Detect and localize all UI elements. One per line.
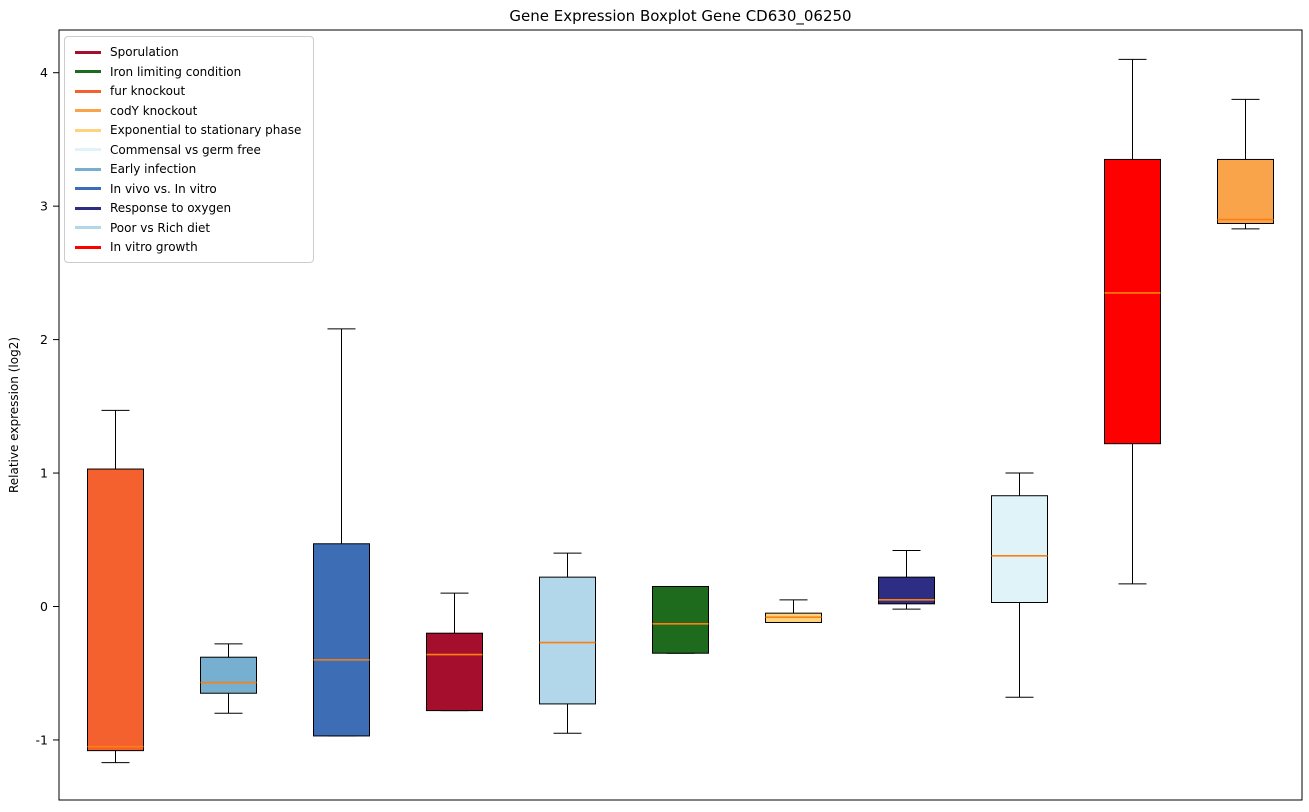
box-7 — [878, 549, 935, 610]
box-10 — [1217, 98, 1274, 230]
legend-swatch — [75, 187, 101, 190]
legend-swatch — [75, 148, 101, 151]
box-0 — [87, 409, 144, 764]
legend-entry: Iron limiting condition — [75, 65, 301, 79]
legend-entry: Early infection — [75, 162, 301, 176]
y-tick-label: 1 — [40, 466, 48, 481]
legend-swatch — [75, 70, 101, 73]
box-rect — [1217, 158, 1274, 225]
box-2 — [313, 328, 370, 737]
box-rect — [652, 585, 709, 654]
legend-entry: In vitro growth — [75, 240, 301, 254]
legend-entry: Response to oxygen — [75, 201, 301, 215]
legend-swatch — [75, 89, 101, 93]
box-9 — [1104, 58, 1161, 585]
legend-entry: fur knockout — [75, 84, 301, 98]
legend-label: Commensal vs germ free — [110, 142, 261, 157]
box-6 — [765, 599, 822, 624]
chart-title: Gene Expression Boxplot Gene CD630_06250 — [509, 7, 852, 25]
legend-swatch — [75, 206, 101, 210]
box-rect — [87, 468, 144, 752]
legend-swatch — [75, 109, 101, 112]
y-tick-label: 0 — [40, 599, 48, 614]
box-rect — [313, 543, 370, 737]
legend-label: Exponential to stationary phase — [110, 123, 302, 137]
legend-label: codY knockout — [110, 103, 198, 118]
legend-entry: Poor vs Rich diet — [75, 221, 301, 235]
legend-swatch — [75, 50, 101, 54]
legend-entry: codY knockout — [75, 104, 301, 118]
legend-label: Early infection — [110, 162, 197, 176]
y-tick-label: 4 — [40, 65, 48, 80]
y-tick-label: -1 — [36, 732, 48, 747]
box-3 — [426, 592, 483, 712]
box-rect — [200, 656, 257, 694]
box-rect — [991, 495, 1048, 603]
legend-entry: Sporulation — [75, 45, 301, 59]
legend-swatch — [75, 167, 101, 171]
legend-entry: Exponential to stationary phase — [75, 123, 301, 137]
box-5 — [652, 585, 709, 654]
box-rect — [1104, 158, 1161, 445]
legend-label: In vivo vs. In vitro — [110, 181, 217, 196]
legend: Sporulation Iron limiting condition fur kn… — [64, 36, 315, 263]
legend-label: Poor vs Rich diet — [110, 220, 211, 235]
box-4 — [539, 552, 596, 734]
box-1 — [200, 643, 257, 714]
legend-label: In vitro growth — [110, 240, 198, 254]
legend-label: Sporulation — [110, 45, 179, 59]
legend-label: fur knockout — [110, 84, 186, 98]
legend-label: Response to oxygen — [110, 201, 232, 215]
y-tick-label: 2 — [40, 332, 48, 347]
box-rect — [539, 576, 596, 705]
legend-swatch — [75, 245, 101, 249]
box-8 — [991, 472, 1048, 698]
box-rect — [426, 632, 483, 712]
legend-label: Iron limiting condition — [110, 64, 242, 79]
legend-swatch — [75, 226, 101, 229]
legend-entry: Commensal vs germ free — [75, 143, 301, 157]
legend-entry: In vivo vs. In vitro — [75, 182, 301, 196]
y-tick-label: 3 — [40, 199, 48, 214]
legend-swatch — [75, 128, 101, 132]
